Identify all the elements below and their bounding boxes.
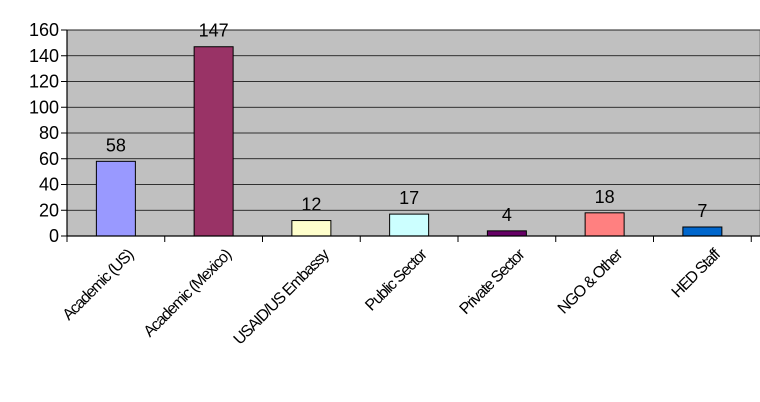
bar xyxy=(486,230,527,237)
y-tick-label: 140 xyxy=(29,46,59,66)
y-tick-label: 60 xyxy=(39,149,59,169)
data-label: 58 xyxy=(106,135,126,155)
bar xyxy=(584,212,625,237)
data-label: 147 xyxy=(199,21,229,41)
x-tick-label: Academic (US) xyxy=(60,246,138,324)
bars xyxy=(95,46,723,237)
x-tick-label: NGO & Other xyxy=(555,245,627,317)
y-tick-label: 80 xyxy=(39,123,59,143)
data-label: 4 xyxy=(502,205,512,225)
data-label: 18 xyxy=(595,187,615,207)
y-tick-label: 100 xyxy=(29,97,59,117)
y-tick-label: 40 xyxy=(39,175,59,195)
x-tick-label: Public Sector xyxy=(362,245,431,314)
data-labels: 58 147 12 17 4 18 7 xyxy=(106,21,708,225)
x-tick-label: Academic (Mexico) xyxy=(141,246,235,340)
x-tick-label: Private Sector xyxy=(457,245,530,318)
x-tick-label: USAID/US Embassy xyxy=(231,246,333,348)
bar xyxy=(193,46,234,237)
x-tick-label: HED Staff xyxy=(669,246,725,302)
bar xyxy=(291,220,332,237)
bar xyxy=(682,226,723,237)
y-tick-labels: 0 20 40 60 80 100 120 140 160 xyxy=(29,20,67,246)
bar xyxy=(389,213,430,237)
data-label: 7 xyxy=(697,201,707,221)
y-tick-label: 160 xyxy=(29,20,59,40)
y-tick-label: 0 xyxy=(49,226,59,246)
bar xyxy=(95,160,136,237)
x-tick-labels: Academic (US) Academic (Mexico)USAID/US E… xyxy=(60,236,752,348)
data-label: 17 xyxy=(399,188,419,208)
y-tick-label: 20 xyxy=(39,200,59,220)
y-tick-label: 120 xyxy=(29,72,59,92)
data-label: 12 xyxy=(301,195,321,215)
gridlines xyxy=(67,29,760,211)
